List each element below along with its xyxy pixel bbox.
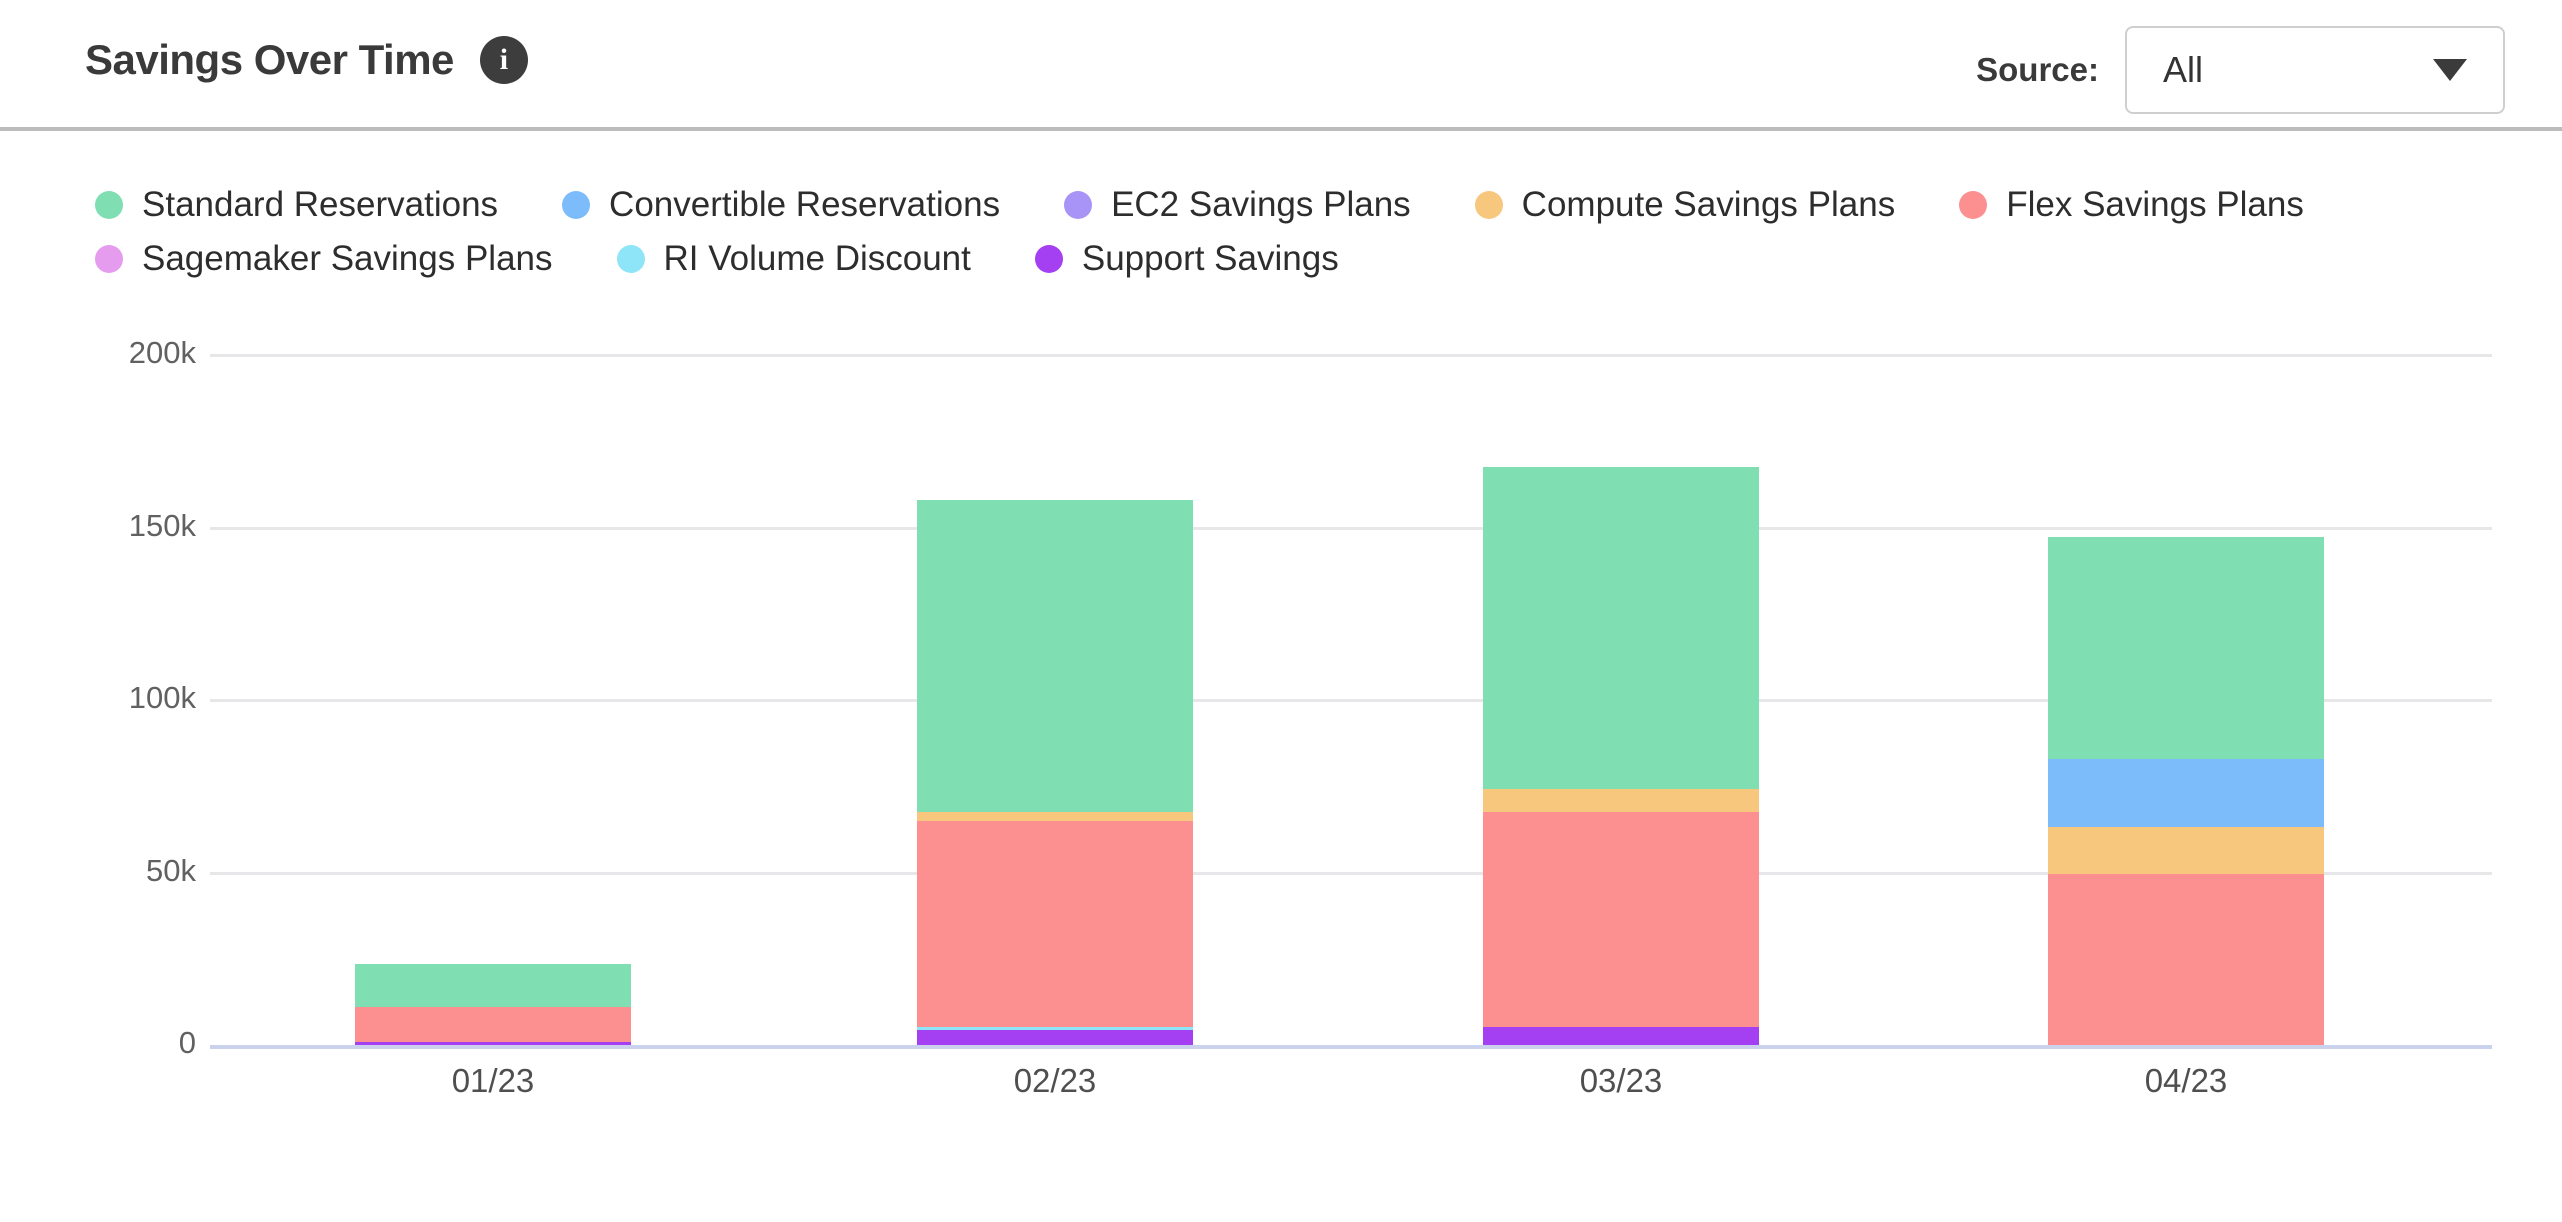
bar-segment-standard-reservations[interactable]	[1483, 466, 1759, 790]
gridline	[210, 871, 2492, 875]
x-axis-label: 03/23	[1579, 1062, 1663, 1099]
bar-segment-standard-reservations[interactable]	[2048, 537, 2324, 760]
chevron-down-icon	[2433, 59, 2467, 81]
legend-dot-icon	[616, 245, 645, 273]
y-tick-label: 50k	[146, 852, 196, 888]
bar-01/23	[355, 963, 631, 1045]
source-select[interactable]: All	[2125, 26, 2505, 114]
bar-segment-convertible-reservations[interactable]	[2048, 759, 2324, 827]
source-label: Source:	[1976, 51, 2099, 88]
bar-segment-support-savings[interactable]	[1483, 1026, 1759, 1045]
legend-item-convertible-reservations[interactable]: Convertible Reservations	[562, 185, 1000, 225]
legend-dot-icon	[562, 191, 591, 219]
legend-dot-icon	[1064, 191, 1093, 219]
legend-dot-icon	[1034, 245, 1063, 273]
gridline	[210, 526, 2492, 530]
x-axis-label: 01/23	[451, 1062, 535, 1099]
y-tick-label: 200k	[128, 335, 196, 370]
legend-item-label: Flex Savings Plans	[2006, 185, 2304, 224]
x-axis-label: 04/23	[2144, 1062, 2228, 1099]
legend-item-ec2-savings-plans[interactable]: EC2 Savings Plans	[1064, 185, 1411, 225]
source-control: Source: All	[1976, 26, 2505, 114]
legend-item-standard-reservations[interactable]: Standard Reservations	[95, 185, 498, 225]
y-tick-label: 150k	[128, 507, 196, 543]
chart-legend: Standard Reservations Convertible Reserva…	[95, 180, 2304, 288]
legend-item-sagemaker-savings-plans[interactable]: Sagemaker Savings Plans	[95, 239, 553, 279]
legend-item-label: Support Savings	[1081, 239, 1339, 278]
legend-item-label: Sagemaker Savings Plans	[142, 239, 553, 278]
bar-04/23	[2048, 537, 2324, 1045]
legend-row: Standard Reservations Convertible Reserva…	[95, 180, 2304, 230]
legend-item-support-savings[interactable]: Support Savings	[1034, 239, 1339, 279]
legend-item-label: Convertible Reservations	[609, 185, 1001, 224]
legend-dot-icon	[1474, 191, 1503, 219]
legend-dot-icon	[1959, 191, 1988, 219]
legend-item-compute-savings-plans[interactable]: Compute Savings Plans	[1474, 185, 1896, 225]
bar-segment-flex-savings-plans[interactable]	[1483, 812, 1759, 1027]
bar-segment-support-savings[interactable]	[355, 1041, 631, 1045]
legend-item-ri-volume-discount[interactable]: RI Volume Discount	[616, 239, 971, 279]
bar-segment-flex-savings-plans[interactable]	[2048, 873, 2324, 1045]
bar-segment-standard-reservations[interactable]	[917, 500, 1193, 813]
bar-segment-flex-savings-plans[interactable]	[355, 1007, 631, 1042]
legend-item-label: Compute Savings Plans	[1521, 185, 1896, 224]
bar-segment-standard-reservations[interactable]	[355, 963, 631, 1008]
bar-segment-compute-savings-plans[interactable]	[1483, 789, 1759, 813]
y-tick-label: 100k	[128, 680, 196, 715]
header-divider	[0, 127, 2562, 131]
legend-dot-icon	[95, 191, 123, 219]
legend-item-flex-savings-plans[interactable]: Flex Savings Plans	[1959, 185, 2304, 225]
bar-segment-compute-savings-plans[interactable]	[2048, 826, 2324, 874]
gridline	[210, 354, 2492, 357]
x-axis-line	[210, 1045, 2492, 1049]
legend-item-label: EC2 Savings Plans	[1111, 185, 1411, 224]
bar-segment-support-savings[interactable]	[917, 1029, 1193, 1045]
header: Savings Over Time i	[85, 36, 528, 84]
bar-segment-ri-volume-discount[interactable]	[917, 1026, 1193, 1030]
y-tick-label: 0	[178, 1025, 196, 1060]
x-axis-label: 02/23	[1013, 1062, 1097, 1099]
bar-segment-compute-savings-plans[interactable]	[917, 812, 1193, 821]
legend-row: Sagemaker Savings Plans RI Volume Discoun…	[95, 234, 2304, 284]
info-icon[interactable]: i	[479, 36, 528, 84]
page-title: Savings Over Time	[85, 36, 454, 83]
bar-02/23	[917, 500, 1193, 1045]
bar-segment-flex-savings-plans[interactable]	[917, 820, 1193, 1027]
gridline	[210, 699, 2492, 702]
legend-dot-icon	[95, 245, 123, 273]
source-select-value: All	[2163, 49, 2204, 90]
legend-item-label: Standard Reservations	[142, 185, 499, 224]
legend-item-label: RI Volume Discount	[663, 239, 971, 278]
bar-03/23	[1483, 466, 1759, 1045]
